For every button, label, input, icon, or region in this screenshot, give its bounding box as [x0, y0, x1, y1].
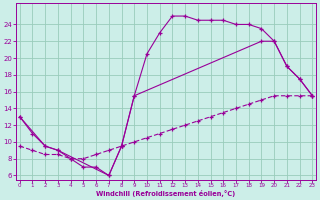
X-axis label: Windchill (Refroidissement éolien,°C): Windchill (Refroidissement éolien,°C) [96, 190, 236, 197]
